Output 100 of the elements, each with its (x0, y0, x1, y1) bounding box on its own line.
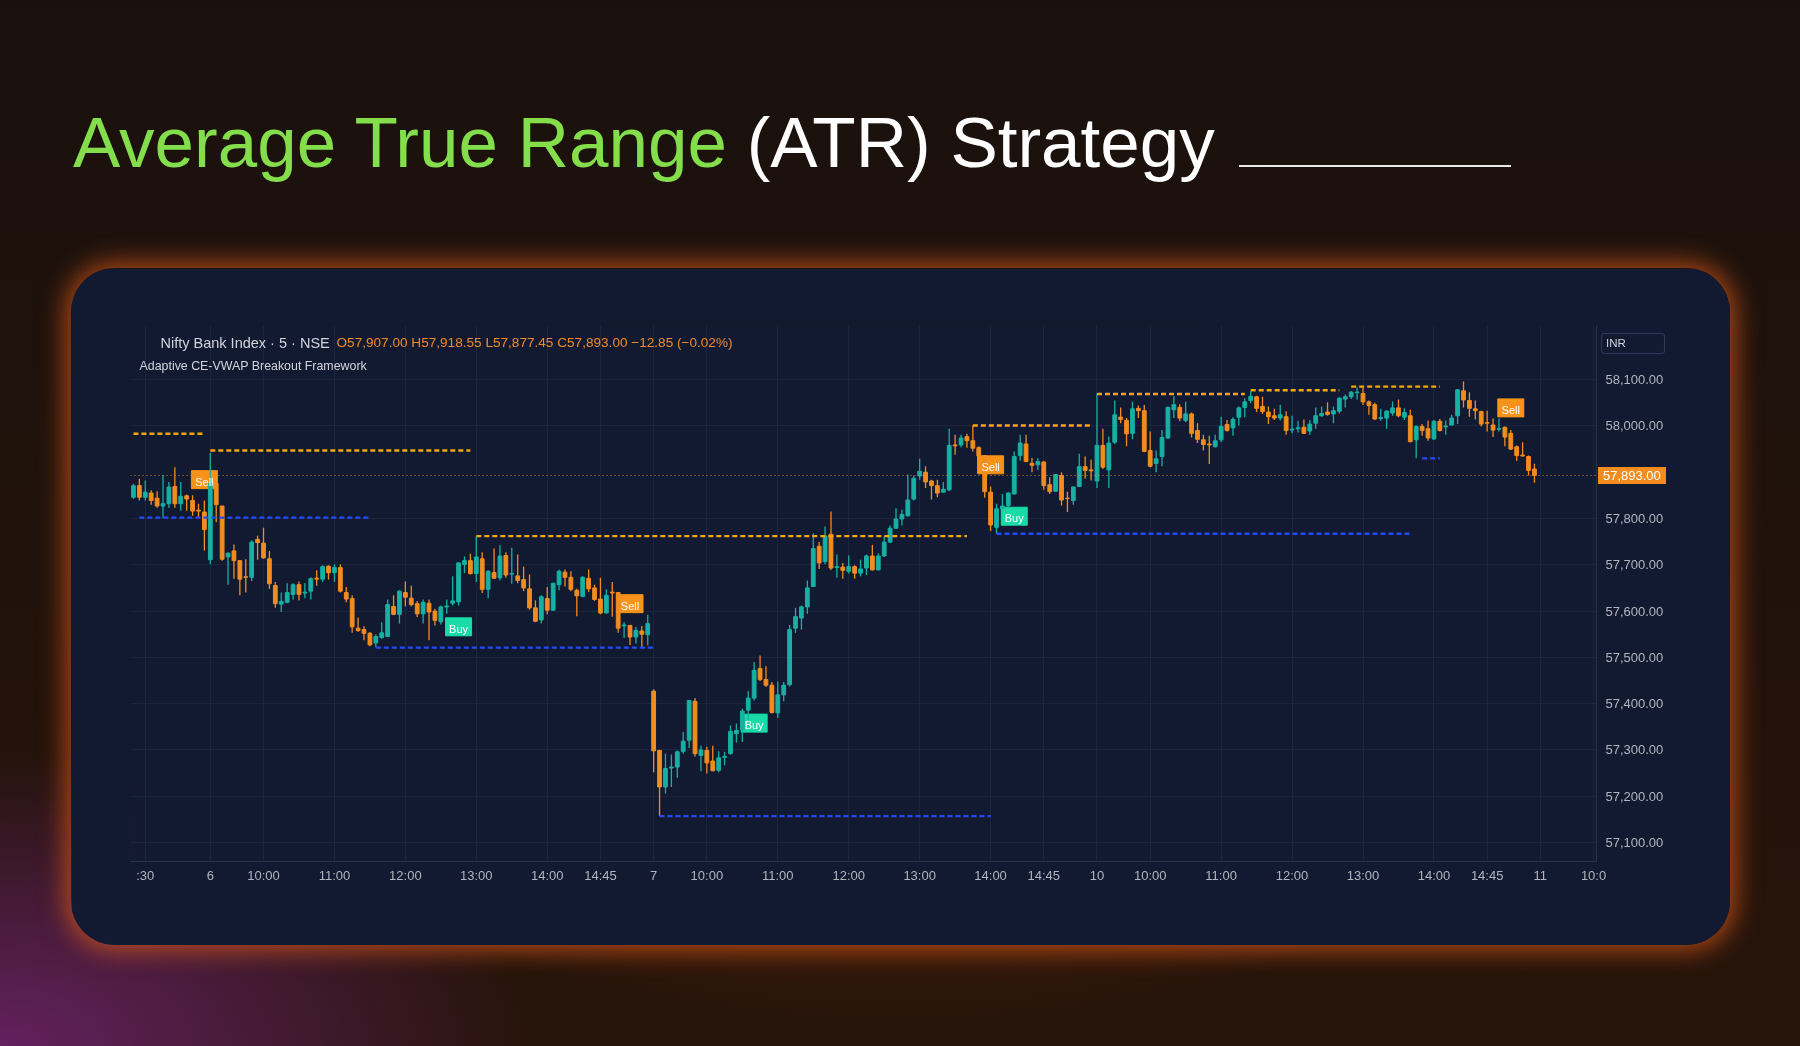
x-tick-label: 14:45 (1027, 867, 1061, 883)
annotation: Adaptive CE-VWAP Breakout Framework (139, 358, 368, 373)
x-tick-label: 12:00 (1275, 867, 1309, 883)
x-tick-label: 11 (1533, 867, 1548, 883)
candlestick (272, 581, 278, 609)
candlestick (639, 625, 645, 649)
y-tick-label: 57,400.00 (1605, 696, 1664, 712)
candlestick (136, 478, 142, 502)
x-tick-label: 14:00 (1417, 867, 1451, 883)
candlestick (509, 547, 515, 585)
candlestick (698, 745, 704, 772)
y-tick-label: 57,600.00 (1605, 603, 1664, 619)
x-tick-label: 11:00 (1205, 867, 1237, 883)
candlestick (1035, 457, 1041, 471)
candlestick (491, 547, 497, 580)
candlestick (485, 569, 491, 599)
x-tick-label: 12:00 (389, 867, 422, 883)
x-tick-label: 10:00 (690, 867, 724, 883)
candlestick (1230, 416, 1236, 437)
ref-line-label: 57,893.00 (1598, 466, 1666, 484)
x-tick-label: 11:00 (762, 867, 794, 883)
candlestick (1100, 428, 1106, 470)
x-tick-label: 10:0 (1580, 867, 1607, 883)
x-tick-label: 13:00 (903, 867, 936, 883)
candlestick (1283, 410, 1289, 436)
candlestick (337, 563, 343, 594)
candlestick (1289, 415, 1295, 434)
chart-title: Average True Range (ATR) Strategy (73, 103, 1215, 182)
candlestick (739, 708, 745, 743)
x-tick-label: 14:00 (974, 867, 1007, 883)
candlestick (869, 544, 875, 572)
candlestick (1153, 449, 1159, 473)
candlestick (1183, 401, 1189, 423)
candlestick (538, 594, 544, 625)
text: Sell (1501, 403, 1520, 416)
candlestick (1413, 424, 1419, 459)
candlestick (420, 598, 426, 625)
candlestick (296, 580, 302, 602)
candlestick (1124, 417, 1129, 447)
candlestick (497, 544, 503, 582)
y-tick-label: 57,500.00 (1605, 649, 1664, 665)
candlestick (574, 588, 580, 617)
candlestick (603, 588, 609, 615)
text: Buy (744, 719, 764, 732)
x-tick-label: 14:45 (1470, 867, 1504, 883)
candlestick (645, 614, 651, 646)
text: Sell (620, 599, 640, 612)
y-tick-label: 57,800.00 (1605, 511, 1664, 527)
candlestick (178, 481, 184, 512)
y-tick-label: 58,000.00 (1605, 418, 1664, 434)
candlestick (1218, 416, 1224, 443)
x-tick-label: 14:45 (584, 867, 617, 883)
x-tick-label: 6 (206, 867, 214, 883)
candlestick (261, 527, 266, 560)
series-label: Buy (449, 622, 469, 635)
x-tick-label: :30 (136, 867, 155, 883)
x-tick-label: 10:00 (247, 867, 280, 883)
candlestick (917, 458, 923, 481)
candlestick (964, 433, 970, 449)
candlestick (911, 474, 917, 502)
candlestick (1490, 417, 1496, 438)
candlestick (302, 582, 308, 599)
candlestick (1017, 434, 1023, 462)
x-tick-label: 12:00 (832, 867, 865, 883)
candlestick (544, 586, 550, 615)
y-tick-label: 57,300.00 (1605, 742, 1664, 758)
x-tick-label: 13:00 (1346, 867, 1380, 883)
candlestick (468, 553, 473, 576)
candlestick (846, 554, 852, 575)
candlestick (834, 553, 840, 579)
candlestick (397, 589, 402, 625)
y-tick-label: 57,100.00 (1605, 835, 1664, 851)
y-axis-title: INR (1601, 333, 1665, 354)
text: Buy (1004, 512, 1024, 525)
candlestick (1295, 420, 1301, 434)
x-tick-label: 10 (1089, 867, 1105, 883)
candlestick (503, 551, 509, 579)
x-tick-label: 11:00 (318, 867, 351, 883)
candlestick (308, 576, 314, 601)
candlestick (952, 434, 958, 456)
x-tick-label: 10:00 (1133, 867, 1167, 883)
candlestick (1431, 419, 1437, 441)
y-tick-label: 58,100.00 (1605, 372, 1664, 388)
candlestick (473, 535, 479, 583)
y-tick-label: 57,700.00 (1605, 557, 1664, 573)
candlestick (816, 541, 822, 570)
candlestick (621, 621, 627, 639)
annotation: O57,907.00 H57,918.55 L57,877.45 C57,893.00 −12.85 (−0.02%) (336, 335, 733, 350)
candlestick (255, 534, 260, 561)
candlestick (1029, 457, 1035, 473)
x-tick-label: 13:00 (460, 867, 493, 883)
candlestick (1023, 434, 1029, 463)
y-tick-label: 57,200.00 (1605, 788, 1664, 804)
x-tick-label: 14:00 (530, 867, 564, 883)
candlestick (225, 551, 231, 586)
candlestick (1496, 417, 1502, 433)
annotation: Nifty Bank Index · 5 · NSE (160, 334, 331, 351)
candlestick (142, 479, 148, 502)
candlestick (1070, 485, 1076, 506)
text: Sell (981, 460, 1000, 473)
